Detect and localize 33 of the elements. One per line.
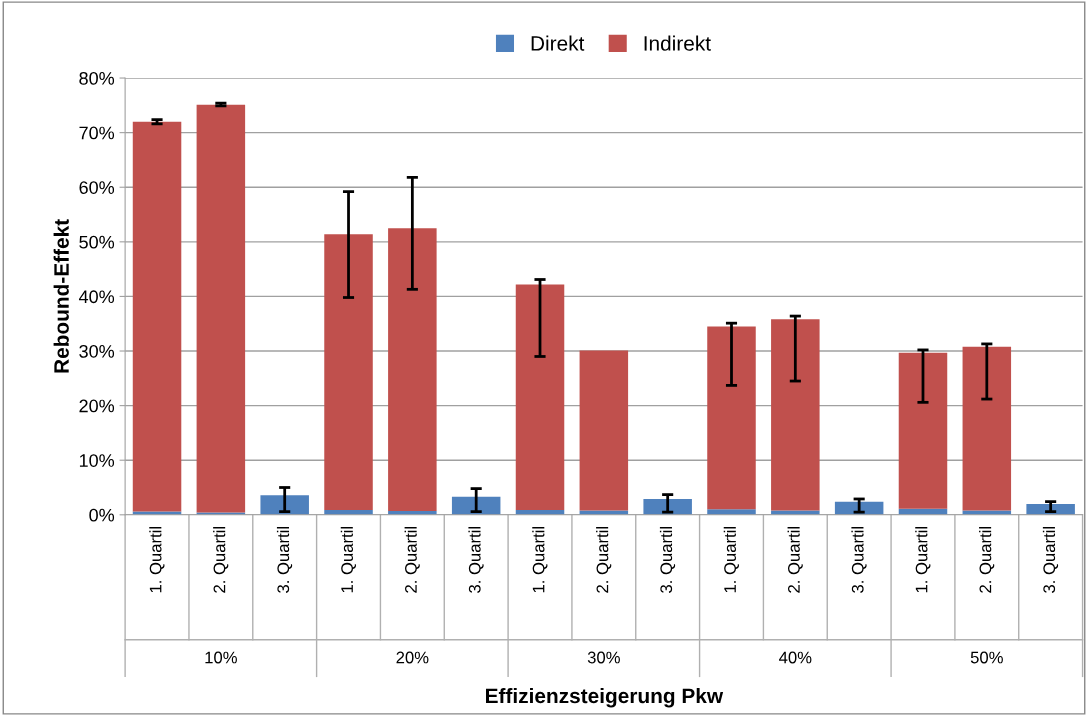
x-tick-label: 2. Quartil bbox=[213, 527, 229, 593]
y-tick-label: 50% bbox=[79, 235, 115, 249]
y-axis-title: Rebound-Effekt bbox=[53, 219, 69, 373]
x-tick-label: 3. Quartil bbox=[276, 527, 293, 593]
x-tick-label: 3. Quartil bbox=[659, 527, 676, 593]
x-tick-label: 2. Quartil bbox=[787, 527, 803, 593]
x-tick-label: 1. Quartil bbox=[532, 527, 548, 593]
x-tick-label: 3. Quartil bbox=[468, 527, 484, 593]
y-tick-label: 30% bbox=[79, 344, 115, 358]
legend-label: Indirekt bbox=[644, 35, 711, 51]
x-tick-label: 2. Quartil bbox=[596, 527, 612, 593]
x-axis-title: Effizienzsteigerung Pkw bbox=[486, 687, 724, 708]
x-tick-label: 3. Quartil bbox=[1042, 527, 1059, 593]
x-tick-label: 3. Quartil bbox=[851, 527, 867, 593]
text: 20% bbox=[396, 651, 429, 664]
text: 30% bbox=[587, 651, 620, 664]
x-tick-label: 2. Quartil bbox=[404, 527, 420, 593]
x-tick-label: 1. Quartil bbox=[149, 527, 165, 593]
x-tick-label: 1. Quartil bbox=[723, 527, 739, 593]
x-tick-label: 1. Quartil bbox=[915, 527, 931, 593]
legend-label: Direkt bbox=[531, 35, 585, 51]
y-tick-label: 10% bbox=[79, 454, 115, 467]
y-tick-label: 20% bbox=[79, 399, 115, 413]
y-tick-label: 60% bbox=[79, 181, 115, 194]
y-tick-label: 70% bbox=[79, 126, 115, 140]
y-tick-label: 40% bbox=[78, 290, 115, 304]
x-tick-label: 2. Quartil bbox=[979, 527, 995, 593]
y-tick-label: 80% bbox=[79, 71, 115, 85]
text: 10% bbox=[205, 651, 237, 664]
text: 50% bbox=[970, 651, 1003, 664]
y-tick-label: 0% bbox=[89, 508, 115, 522]
x-tick-label: 1. Quartil bbox=[340, 527, 356, 593]
text: 40% bbox=[779, 651, 812, 664]
